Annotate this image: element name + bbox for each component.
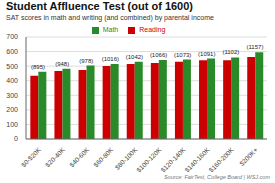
svg-text:200: 200 [8, 106, 18, 113]
svg-text:600: 600 [8, 48, 18, 55]
svg-text:(1157): (1157) [246, 44, 263, 50]
svg-text:(1073): (1073) [174, 52, 191, 58]
svg-text:(978): (978) [79, 58, 93, 64]
svg-text:400: 400 [8, 77, 18, 84]
svg-text:300: 300 [8, 92, 18, 99]
svg-text:(948): (948) [55, 61, 69, 67]
html-text:Student Affluence Test (out of: Student Affluence Test (out of 1600) [6, 0, 193, 12]
svg-text:$80-100K: $80-100K [114, 146, 139, 171]
svg-text:(1042): (1042) [126, 54, 143, 60]
html-text:Reading: Reading [139, 26, 166, 33]
html-text:Math: Math [102, 26, 119, 33]
svg-text:(1091): (1091) [198, 51, 215, 57]
svg-text:700: 700 [8, 33, 18, 40]
svg-text:500: 500 [8, 63, 18, 70]
svg-text:100: 100 [8, 121, 18, 128]
svg-text:$0-$20K: $0-$20K [20, 146, 43, 169]
svg-text:$40-60K: $40-60K [68, 146, 91, 169]
svg-text:$160-200K: $160-200K [207, 146, 235, 173]
html-text:SAT scores in math and writing: SAT scores in math and writing (and comb… [6, 14, 214, 21]
svg-text:$60-80K: $60-80K [92, 146, 115, 169]
svg-text:$200K+: $200K+ [238, 146, 259, 167]
svg-text:$20-40K: $20-40K [44, 146, 67, 169]
svg-text:0: 0 [14, 135, 18, 142]
svg-text:(1016): (1016) [102, 56, 119, 62]
svg-text:(895): (895) [31, 64, 45, 70]
svg-text:(1066): (1066) [150, 52, 167, 58]
html-text:Source: FairTest, College Boar: Source: FairTest, College Board | WSJ.co… [163, 174, 270, 180]
svg-text:(1102): (1102) [222, 49, 239, 55]
